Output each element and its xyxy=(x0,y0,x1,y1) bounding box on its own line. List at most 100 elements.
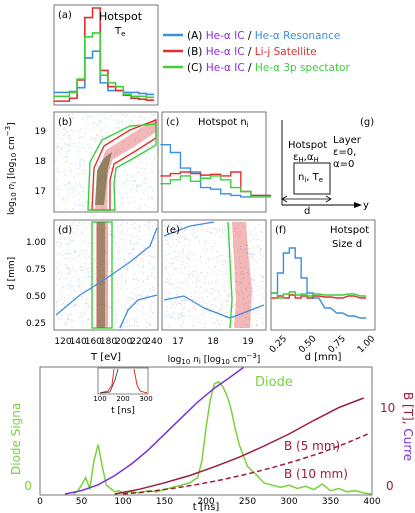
b-point-69 xyxy=(56,186,58,188)
e-point-500 xyxy=(204,229,206,232)
d-point-280 xyxy=(86,227,89,229)
d-point-160 xyxy=(71,237,73,239)
e-point-44 xyxy=(171,313,173,315)
b-point-133 xyxy=(87,128,89,130)
e-point-187 xyxy=(204,323,207,325)
d-point-411 xyxy=(125,273,127,275)
d-point-320 xyxy=(94,258,96,260)
d-point-117 xyxy=(117,247,119,249)
e-point-563 xyxy=(175,256,177,259)
e-point-379 xyxy=(180,302,182,304)
d-point-336 xyxy=(57,241,59,243)
b-point-296 xyxy=(65,133,67,135)
b-point-395 xyxy=(124,124,126,126)
e-point-434 xyxy=(240,289,242,291)
e-point-137 xyxy=(207,296,209,298)
d-point-516 xyxy=(87,275,90,278)
d-ytick-050: 0.50 xyxy=(26,292,46,302)
b-point-438 xyxy=(90,197,92,200)
e-point-279 xyxy=(195,266,197,268)
d-point-206 xyxy=(146,313,148,315)
b-point-96 xyxy=(60,148,62,151)
b-point-403 xyxy=(78,154,80,156)
d-point-348 xyxy=(136,308,138,311)
b-point-380 xyxy=(107,134,109,137)
e-point-233 xyxy=(223,226,225,228)
e-point-134 xyxy=(173,258,175,260)
e-point-383 xyxy=(248,273,250,275)
e-point-576 xyxy=(256,324,258,326)
b-point-162 xyxy=(55,160,57,162)
d-point-471 xyxy=(142,280,144,282)
e-point-526 xyxy=(238,257,241,259)
e-point-422 xyxy=(201,271,203,273)
d-point-148 xyxy=(108,249,110,251)
e-point-326 xyxy=(251,306,253,308)
e-point-501 xyxy=(224,260,227,262)
panel-c-series-2 xyxy=(160,175,272,198)
e-point-414 xyxy=(239,261,241,263)
b-point-158 xyxy=(79,163,81,165)
e-point-52 xyxy=(174,307,177,310)
e-point-41 xyxy=(253,280,255,282)
e-point-566 xyxy=(165,225,167,227)
e-point-97 xyxy=(193,251,195,253)
b-point-377 xyxy=(61,198,63,200)
e-point-211 xyxy=(238,294,240,296)
b-point-376 xyxy=(126,178,128,180)
b-point-379 xyxy=(146,146,149,149)
b-point-303 xyxy=(68,191,70,193)
d-point-550 xyxy=(105,320,107,322)
e-point-151 xyxy=(260,230,262,233)
e-point-113 xyxy=(257,245,259,247)
panel-a-series-2 xyxy=(54,32,155,99)
b-point-106 xyxy=(85,200,88,202)
e-point-598 xyxy=(217,289,219,291)
d-point-212 xyxy=(71,240,73,242)
b-point-74 xyxy=(63,197,65,200)
d-point-529 xyxy=(69,282,71,285)
panel-g-label: (g) xyxy=(360,117,374,128)
e-point-23 xyxy=(194,306,196,308)
e-point-26 xyxy=(250,239,252,241)
d-point-554 xyxy=(127,227,129,229)
b-point-218 xyxy=(89,173,92,176)
b-point-274 xyxy=(88,162,90,164)
e-blue-contour-1 xyxy=(163,221,215,237)
e-point-369 xyxy=(166,306,168,309)
b-point-334 xyxy=(141,168,143,170)
d-point-487 xyxy=(128,310,130,312)
e-point-360 xyxy=(166,310,168,313)
d-point-202 xyxy=(125,282,127,284)
d-point-62 xyxy=(126,230,129,232)
b-point-311 xyxy=(67,130,69,132)
b-point-232 xyxy=(84,209,87,211)
e-point-593 xyxy=(233,322,235,325)
b-point-256 xyxy=(89,180,92,183)
b-point-93 xyxy=(130,188,132,190)
d-point-289 xyxy=(71,231,73,233)
b-point-219 xyxy=(64,156,66,158)
d-point-407 xyxy=(73,305,75,307)
e-xtick-0: 17 xyxy=(172,337,183,347)
e-point-127 xyxy=(245,302,247,304)
d-point-330 xyxy=(78,254,80,257)
b-point-81 xyxy=(67,199,69,201)
b-point-175 xyxy=(85,204,87,206)
b-point-293 xyxy=(81,118,84,121)
b-point-209 xyxy=(131,121,134,123)
b-point-211 xyxy=(148,135,150,137)
b-point-62 xyxy=(61,147,64,149)
panel-a-subtitle-main: T xyxy=(114,26,122,37)
e-point-342 xyxy=(242,292,244,294)
e-point-522 xyxy=(184,267,186,269)
e-point-449 xyxy=(169,262,171,265)
e-point-207 xyxy=(198,297,200,299)
b-point-12 xyxy=(67,156,69,158)
d-point-587 xyxy=(67,253,69,255)
e-point-366 xyxy=(189,273,191,276)
e-point-135 xyxy=(168,292,170,294)
d-point-271 xyxy=(93,320,95,322)
e-point-504 xyxy=(259,248,262,251)
b-point-243 xyxy=(68,144,70,146)
